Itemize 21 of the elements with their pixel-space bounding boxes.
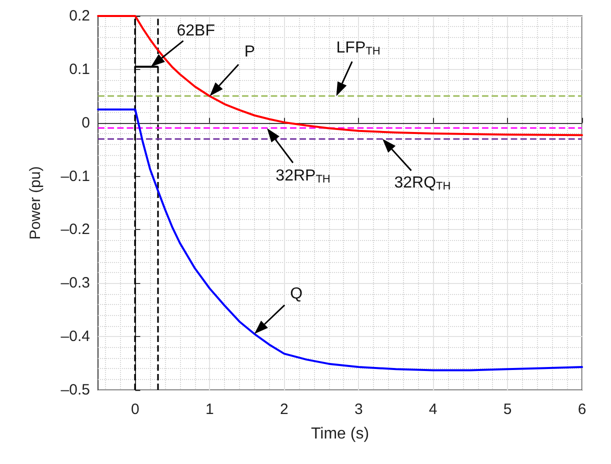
y-tick-label: 0 bbox=[82, 114, 90, 132]
y-tick-label: 0.2 bbox=[69, 8, 90, 24]
text: Q bbox=[290, 285, 303, 302]
x-tick-label: 5 bbox=[503, 401, 512, 418]
x-tick-label: 4 bbox=[428, 401, 438, 418]
y-tick-label: –0.5 bbox=[60, 382, 90, 398]
y-tick-label: –0.4 bbox=[60, 328, 90, 346]
x-tick-label: 1 bbox=[206, 401, 214, 418]
x-tick-label: 2 bbox=[280, 401, 288, 418]
y-axis-title: Power (pu) bbox=[27, 166, 44, 240]
y-tick-label: 0.1 bbox=[69, 60, 90, 78]
text: P bbox=[244, 44, 256, 61]
x-tick-label: 3 bbox=[354, 401, 363, 418]
y-tick-label: –0.2 bbox=[60, 221, 90, 238]
line-series bbox=[97, 108, 583, 372]
annotation: 62BF bbox=[176, 22, 216, 40]
y-tick-label: –0.3 bbox=[60, 274, 90, 292]
x-axis-title: Time (s) bbox=[310, 426, 370, 442]
x-tick-label: 0 bbox=[131, 401, 140, 418]
x-tick-label: 6 bbox=[578, 401, 586, 418]
y-tick-label: –0.1 bbox=[60, 168, 90, 185]
